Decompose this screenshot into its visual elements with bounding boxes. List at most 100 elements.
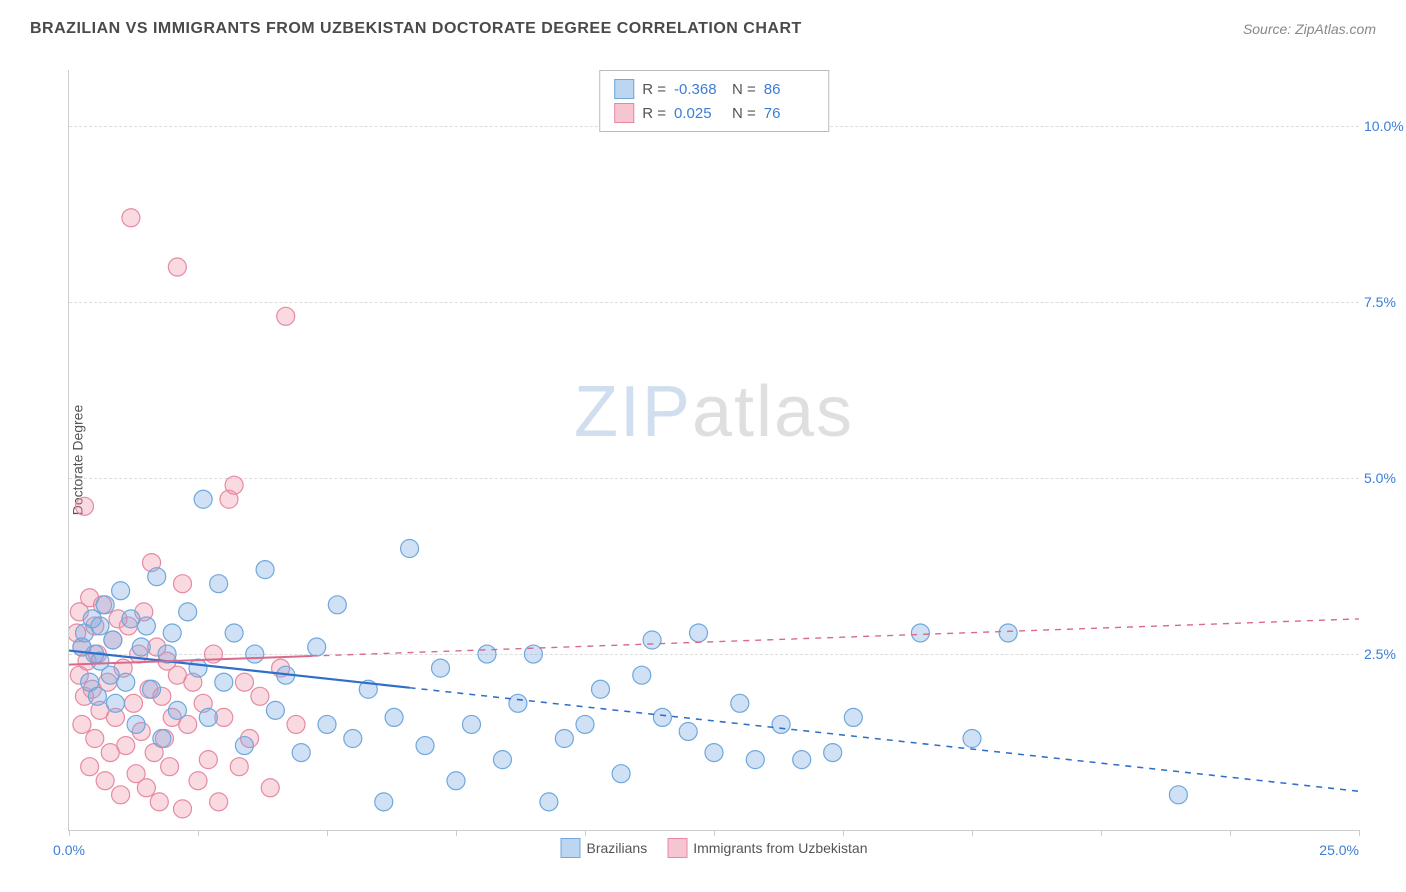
- data-point: [772, 715, 790, 733]
- y-tick-label: 7.5%: [1364, 294, 1406, 310]
- data-point: [690, 624, 708, 642]
- trend-line-dashed: [410, 688, 1359, 792]
- trend-line-dashed: [312, 619, 1359, 656]
- plot-area: R = -0.368 N = 86 R = 0.025 N = 76 ZIPat…: [68, 70, 1359, 831]
- data-point: [493, 751, 511, 769]
- r-value-uzbekistan: 0.025: [674, 105, 724, 122]
- data-point: [91, 617, 109, 635]
- data-point: [447, 772, 465, 790]
- data-point: [401, 540, 419, 558]
- data-point: [633, 666, 651, 684]
- n-value-uzbekistan: 76: [764, 105, 814, 122]
- data-point: [225, 624, 243, 642]
- data-point: [328, 596, 346, 614]
- data-point: [793, 751, 811, 769]
- data-point: [462, 715, 480, 733]
- data-point: [230, 758, 248, 776]
- data-point: [591, 680, 609, 698]
- legend-item-uzbekistan: Immigrants from Uzbekistan: [667, 838, 867, 858]
- data-point: [189, 659, 207, 677]
- data-point: [174, 800, 192, 818]
- data-point: [653, 708, 671, 726]
- data-point: [215, 673, 233, 691]
- data-point: [266, 701, 284, 719]
- n-label: N =: [732, 105, 756, 122]
- swatch-brazilians: [614, 79, 634, 99]
- series-legend: Brazilians Immigrants from Uzbekistan: [561, 838, 868, 858]
- data-point: [148, 568, 166, 586]
- data-point: [168, 701, 186, 719]
- data-point: [117, 673, 135, 691]
- data-point: [189, 772, 207, 790]
- data-point: [679, 722, 697, 740]
- data-point: [199, 751, 217, 769]
- data-point: [86, 730, 104, 748]
- data-point: [73, 715, 91, 733]
- swatch-brazilians-bottom: [561, 838, 581, 858]
- data-point: [127, 715, 145, 733]
- data-point: [318, 715, 336, 733]
- data-point: [478, 645, 496, 663]
- n-label: N =: [732, 81, 756, 98]
- data-point: [161, 758, 179, 776]
- data-point: [96, 772, 114, 790]
- data-point: [132, 638, 150, 656]
- data-point: [555, 730, 573, 748]
- data-point: [999, 624, 1017, 642]
- source-attribution: Source: ZipAtlas.com: [1243, 21, 1376, 37]
- data-point: [287, 715, 305, 733]
- data-point: [137, 779, 155, 797]
- data-point: [225, 476, 243, 494]
- data-point: [143, 680, 161, 698]
- data-point: [137, 617, 155, 635]
- correlation-legend: R = -0.368 N = 86 R = 0.025 N = 76: [599, 70, 829, 132]
- data-point: [112, 786, 130, 804]
- data-point: [612, 765, 630, 783]
- data-point: [911, 624, 929, 642]
- data-point: [292, 744, 310, 762]
- data-point: [432, 659, 450, 677]
- data-point: [194, 490, 212, 508]
- data-point: [150, 793, 168, 811]
- data-point: [509, 694, 527, 712]
- data-point: [277, 307, 295, 325]
- r-label: R =: [642, 105, 666, 122]
- data-point: [106, 694, 124, 712]
- data-point: [246, 645, 264, 663]
- data-point: [179, 603, 197, 621]
- data-point: [199, 708, 217, 726]
- data-point: [96, 596, 114, 614]
- data-point: [385, 708, 403, 726]
- legend-item-brazilians: Brazilians: [561, 838, 648, 858]
- data-point: [824, 744, 842, 762]
- data-point: [235, 737, 253, 755]
- data-point: [104, 631, 122, 649]
- legend-row-uzbekistan: R = 0.025 N = 76: [614, 101, 814, 125]
- data-point: [117, 737, 135, 755]
- data-point: [344, 730, 362, 748]
- data-point: [731, 694, 749, 712]
- data-point: [416, 737, 434, 755]
- r-label: R =: [642, 81, 666, 98]
- data-point: [261, 779, 279, 797]
- chart-title: BRAZILIAN VS IMMIGRANTS FROM UZBEKISTAN …: [30, 20, 802, 38]
- data-point: [75, 497, 93, 515]
- swatch-uzbekistan-bottom: [667, 838, 687, 858]
- data-point: [81, 758, 99, 776]
- data-point: [308, 638, 326, 656]
- y-tick-label: 5.0%: [1364, 470, 1406, 486]
- data-point: [540, 793, 558, 811]
- r-value-brazilians: -0.368: [674, 81, 724, 98]
- data-point: [88, 687, 106, 705]
- swatch-uzbekistan: [614, 103, 634, 123]
- legend-label-brazilians: Brazilians: [587, 840, 648, 856]
- chart-container: Doctorate Degree R = -0.368 N = 86 R = 0…: [50, 60, 1380, 860]
- legend-label-uzbekistan: Immigrants from Uzbekistan: [693, 840, 867, 856]
- data-point: [125, 694, 143, 712]
- legend-row-brazilians: R = -0.368 N = 86: [614, 77, 814, 101]
- y-tick-label: 2.5%: [1364, 646, 1406, 662]
- data-point: [1169, 786, 1187, 804]
- data-point: [163, 624, 181, 642]
- y-tick-label: 10.0%: [1364, 118, 1406, 134]
- n-value-brazilians: 86: [764, 81, 814, 98]
